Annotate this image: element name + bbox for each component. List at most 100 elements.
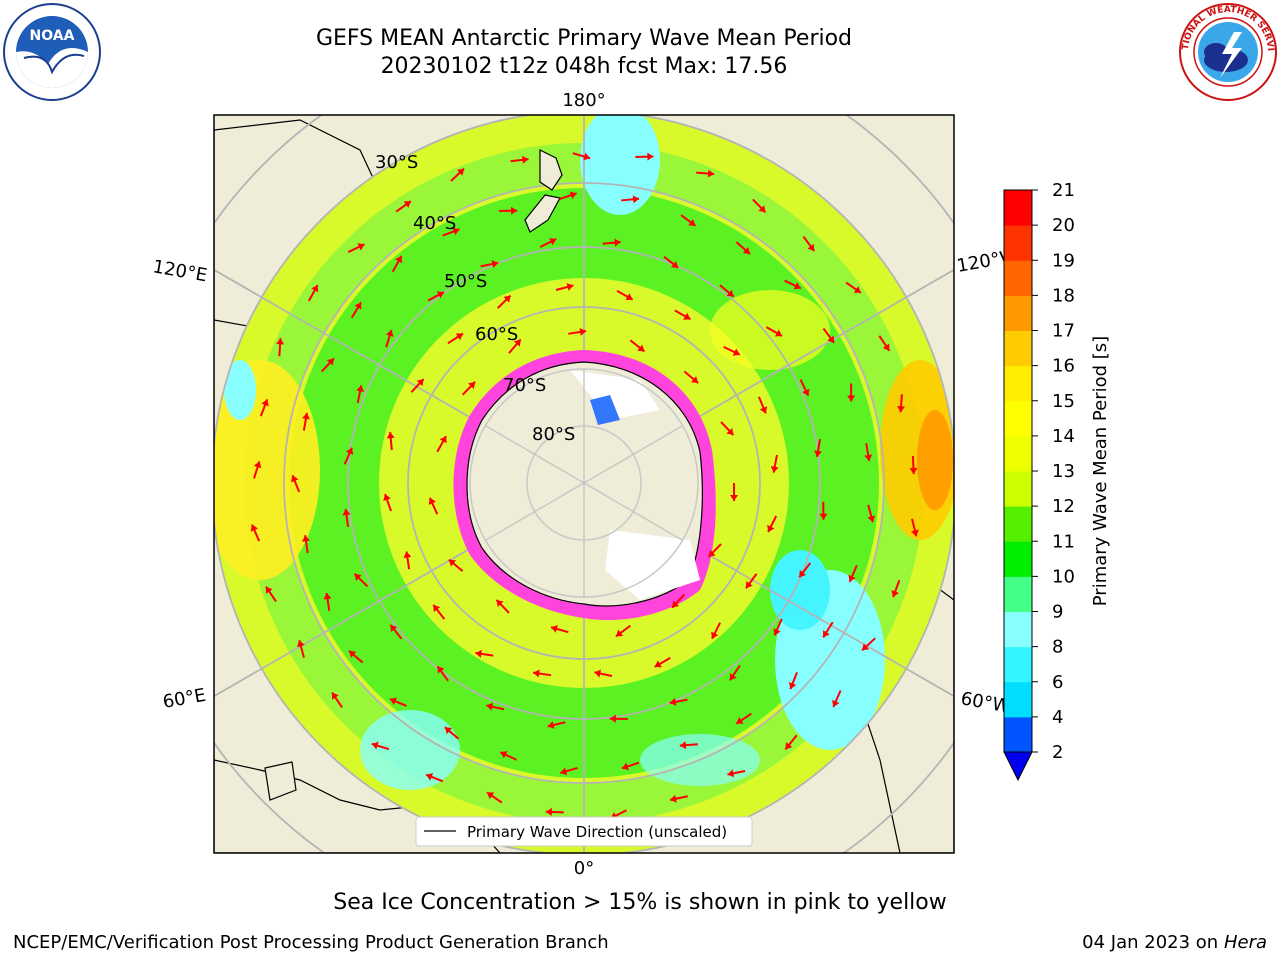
wave-direction-arrow [822, 327, 835, 344]
wave-direction-arrow [798, 562, 812, 578]
sea-ice-note: Sea Ice Concentration > 15% is shown in … [333, 890, 947, 915]
wave-direction-arrow [539, 238, 557, 248]
wave-direction-arrow [730, 483, 738, 501]
wave-direction-arrow [371, 741, 390, 751]
wave-direction-arrow [383, 493, 392, 512]
colorbar-tick-label: 13 [1052, 461, 1075, 482]
wave-direction-arrow [427, 291, 445, 302]
wave-direction-arrow [621, 195, 640, 204]
wave-direction-arrow [389, 624, 403, 640]
colorbar: 2 4 6 8 9 10 11 12 13 14 15 16 17 18 19 20 21 [1003, 180, 1075, 782]
chart-title: GEFS MEAN Antarctic Primary Wave Mean Pe… [315, 26, 853, 51]
wave-direction-arrow [799, 379, 810, 397]
wave-direction-arrow [814, 439, 822, 458]
wave-direction-arrow [347, 243, 365, 253]
wave-direction-arrow [635, 152, 654, 161]
wave-direction-arrow [323, 592, 332, 611]
wave-direction-arrow [301, 412, 310, 431]
wave-direction-arrow [788, 671, 798, 690]
colorbar-segment [1004, 330, 1032, 367]
colorbar-segment [1004, 541, 1032, 577]
colorbar-tick-label: 9 [1052, 602, 1063, 623]
wave-direction-arrow [752, 198, 767, 214]
wave-direction-arrow [784, 279, 802, 290]
wave-direction-arrow [663, 255, 679, 269]
colorbar-segment [1004, 225, 1032, 261]
wave-direction-arrow [723, 346, 741, 356]
wave-direction-arrow [757, 396, 768, 414]
lat-label-60s: 60°S [475, 324, 518, 345]
wave-direction-arrow [442, 227, 460, 237]
wave-direction-arrow [629, 339, 646, 353]
wave-direction-arrow [802, 235, 816, 252]
legend-label: Primary Wave Direction (unscaled) [467, 823, 727, 841]
wave-direction-arrow [745, 573, 758, 589]
lat-label-70s: 70°S [503, 375, 546, 396]
wave-direction-arrow [679, 741, 698, 750]
wave-direction-arrow [773, 618, 783, 636]
wave-direction-arrow [410, 378, 425, 393]
wave-direction-arrow [276, 338, 285, 357]
colorbar-segment [1004, 435, 1032, 472]
wave-direction-arrow [555, 283, 574, 291]
wave-direction-arrow [475, 649, 494, 658]
wave-direction-arrow [296, 639, 305, 658]
wave-direction-arrow [615, 624, 631, 638]
wave-direction-arrow [403, 551, 412, 570]
wave-direction-arrow [867, 504, 876, 523]
wave-direction-arrow [832, 690, 842, 708]
wave-direction-arrow [707, 543, 722, 558]
colorbar-tick-label: 14 [1052, 426, 1075, 447]
wave-direction-arrow [425, 773, 444, 783]
credit-text: NCEP/EMC/Verification Post Processing Pr… [13, 932, 609, 953]
wave-direction-arrow [385, 329, 394, 348]
colorbar-segment [1004, 611, 1032, 648]
wave-direction-arrow [331, 691, 343, 709]
colorbar-tick-label: 15 [1052, 391, 1075, 412]
wave-direction-arrow [572, 152, 591, 161]
wave-direction-arrow [533, 669, 552, 678]
colorbar-segment [1004, 260, 1032, 296]
wave-direction-arrow [864, 443, 873, 462]
wave-direction-arrow [911, 518, 919, 537]
map-frame [213, 114, 955, 854]
wave-direction-arrow [711, 622, 721, 640]
wave-direction-arrow [447, 332, 464, 345]
wave-direction-arrow [495, 599, 510, 614]
colorbar-segment [1004, 471, 1032, 507]
colorbar-segment [1004, 400, 1032, 437]
wave-direction-arrow [735, 712, 752, 725]
wave-direction-arrow [767, 515, 778, 533]
wave-direction-arrow [250, 524, 261, 542]
wave-direction-arrow [719, 284, 735, 298]
colorbar-label: Primary Wave Mean Period [s] [1090, 336, 1111, 606]
wave-direction-arrow [302, 535, 310, 554]
wave-direction-arrow [720, 421, 735, 436]
colorbar-segment [1004, 506, 1032, 542]
wave-direction-arrows [250, 152, 919, 820]
colorbar-tick-label: 4 [1052, 707, 1063, 728]
date-value: 04 Jan 2023 on [1082, 932, 1224, 953]
wave-direction-arrow [342, 508, 351, 527]
colorbar-tick-label: 21 [1052, 180, 1075, 201]
wave-direction-arrow [909, 456, 918, 475]
wave-direction-arrow [621, 761, 640, 771]
wave-direction-arrow [386, 431, 395, 451]
wave-direction-arrow [389, 697, 407, 707]
wave-direction-arrow [560, 766, 578, 776]
colorbar-tick-label: 19 [1052, 250, 1075, 271]
noaa-logo-text: NOAA [30, 28, 75, 44]
wave-direction-arrow [395, 200, 412, 213]
wave-direction-arrow [861, 637, 876, 652]
wave-direction-arrow [559, 191, 577, 200]
colorbar-segment [1004, 190, 1032, 226]
wave-direction-arrow [343, 447, 354, 465]
wave-direction-arrow [616, 289, 634, 301]
wave-direction-arrow [654, 657, 671, 668]
wave-direction-arrow [609, 714, 628, 723]
colorbar-segment [1004, 646, 1032, 683]
wave-direction-arrow [391, 255, 403, 273]
wave-direction-arrow [320, 357, 335, 373]
colorbar-tick-label: 17 [1052, 321, 1075, 342]
wave-direction-arrow [669, 697, 688, 706]
